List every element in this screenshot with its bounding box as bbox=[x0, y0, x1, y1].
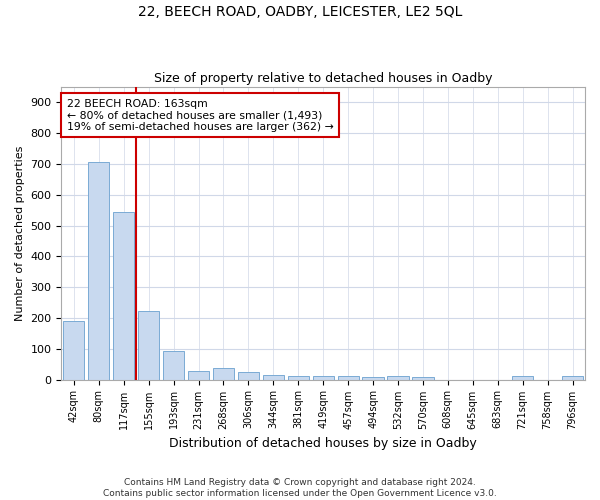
Bar bbox=[412, 377, 434, 380]
Bar bbox=[163, 351, 184, 380]
Y-axis label: Number of detached properties: Number of detached properties bbox=[15, 146, 25, 321]
Bar bbox=[63, 321, 85, 380]
Bar bbox=[263, 374, 284, 380]
Bar bbox=[113, 212, 134, 380]
Bar bbox=[88, 162, 109, 380]
Bar bbox=[362, 378, 383, 380]
Bar bbox=[213, 368, 234, 380]
Bar bbox=[238, 372, 259, 380]
X-axis label: Distribution of detached houses by size in Oadby: Distribution of detached houses by size … bbox=[169, 437, 477, 450]
Bar bbox=[388, 376, 409, 380]
Bar bbox=[562, 376, 583, 380]
Bar bbox=[338, 376, 359, 380]
Bar bbox=[313, 376, 334, 380]
Bar bbox=[287, 376, 309, 380]
Bar bbox=[188, 372, 209, 380]
Bar bbox=[138, 310, 159, 380]
Title: Size of property relative to detached houses in Oadby: Size of property relative to detached ho… bbox=[154, 72, 493, 85]
Text: Contains HM Land Registry data © Crown copyright and database right 2024.
Contai: Contains HM Land Registry data © Crown c… bbox=[103, 478, 497, 498]
Text: 22 BEECH ROAD: 163sqm
← 80% of detached houses are smaller (1,493)
19% of semi-d: 22 BEECH ROAD: 163sqm ← 80% of detached … bbox=[67, 99, 334, 132]
Bar bbox=[512, 376, 533, 380]
Text: 22, BEECH ROAD, OADBY, LEICESTER, LE2 5QL: 22, BEECH ROAD, OADBY, LEICESTER, LE2 5Q… bbox=[138, 5, 462, 19]
